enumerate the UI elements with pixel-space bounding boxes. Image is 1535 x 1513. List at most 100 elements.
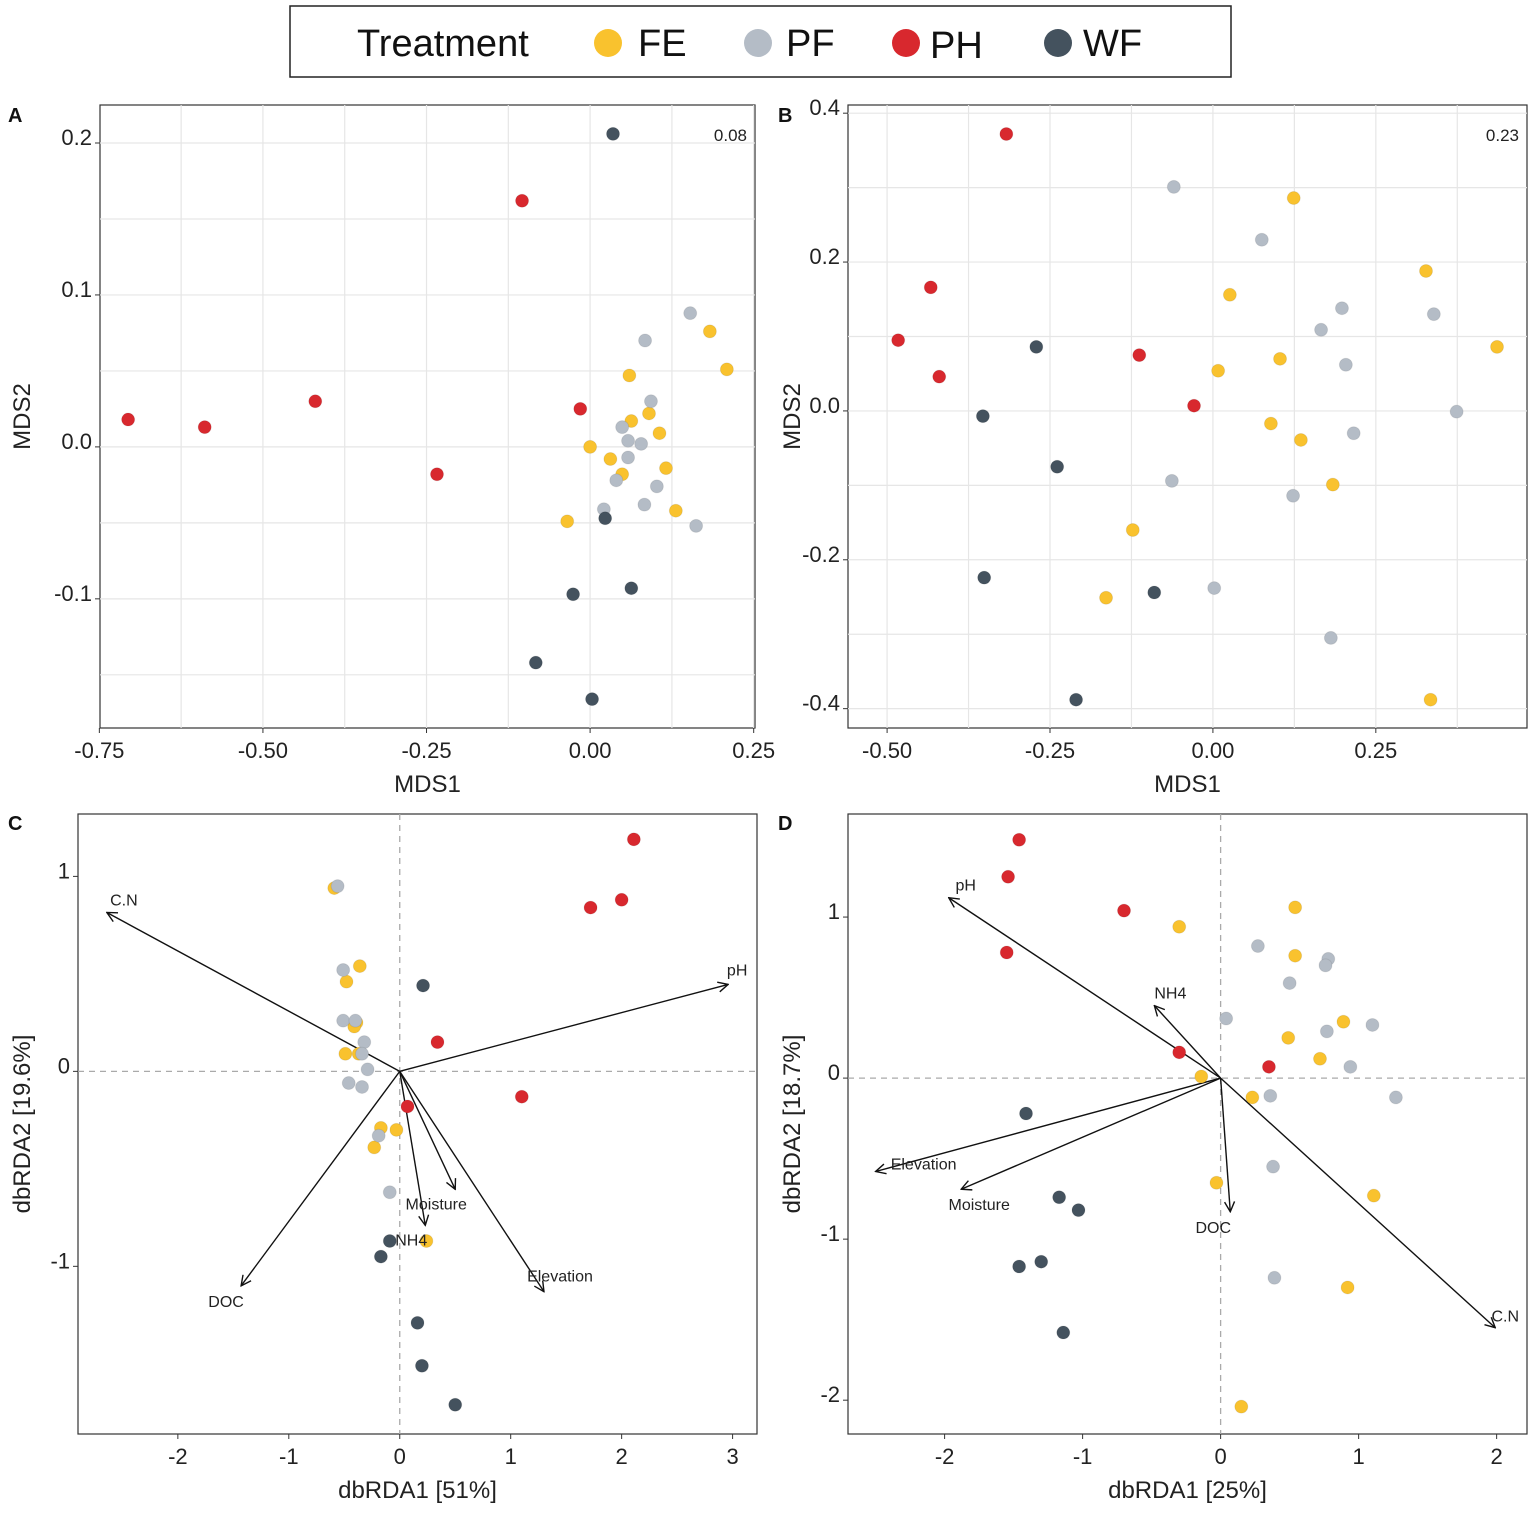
plot-area (847, 813, 1528, 1435)
point-pf (1365, 1017, 1380, 1032)
x-tick-label: 2 (1491, 1444, 1503, 1469)
panel-letter: B (778, 105, 792, 127)
point-wf (624, 581, 639, 596)
point-pf (382, 1185, 397, 1200)
legend-marker-wf (1044, 29, 1072, 57)
point-pf (1267, 1270, 1282, 1285)
point-fe (1312, 1051, 1327, 1066)
point-pf (1319, 1024, 1334, 1039)
point-fe (1281, 1030, 1296, 1045)
y-tick-label: -0.4 (802, 691, 840, 716)
y-tick-label: -2 (820, 1382, 840, 1407)
x-axis-title: MDS1 (1154, 771, 1221, 798)
y-tick-label: 0.4 (809, 95, 840, 120)
arrow-label: C.N (110, 892, 138, 909)
point-wf (1029, 339, 1044, 354)
point-pf (1346, 426, 1361, 441)
point-wf (1019, 1106, 1034, 1121)
point-fe (560, 514, 575, 529)
arrow-label: DOC (1196, 1220, 1232, 1237)
point-fe (1194, 1069, 1209, 1084)
y-axis-title: MDS2 (9, 383, 36, 450)
y-axis-title: MDS2 (779, 383, 806, 450)
point-fe (1172, 919, 1187, 934)
point-fe (1263, 416, 1278, 431)
point-fe (1286, 191, 1301, 206)
point-ph (999, 945, 1014, 960)
point-pf (621, 433, 636, 448)
x-tick-label: -0.75 (74, 738, 124, 763)
point-wf (373, 1249, 388, 1264)
biplot-arrow (399, 1070, 544, 1291)
point-wf (975, 409, 990, 424)
point-pf (643, 394, 658, 409)
legend-label-ph: PH (930, 25, 983, 67)
point-fe (1209, 1175, 1224, 1190)
point-ph (573, 401, 588, 416)
point-ph (308, 394, 323, 409)
y-tick-label: -1 (50, 1248, 70, 1273)
biplot-arrow (1220, 1077, 1496, 1328)
point-fe (419, 1233, 434, 1248)
legend-label-pf: PF (786, 23, 835, 65)
point-wf (977, 570, 992, 585)
arrow-label: NH4 (1154, 986, 1186, 1003)
point-fe (339, 974, 354, 989)
x-tick-label: 3 (726, 1444, 738, 1469)
point-pf (348, 1013, 363, 1028)
point-pf (336, 1013, 351, 1028)
x-tick-label: 0 (1214, 1444, 1226, 1469)
legend-title: Treatment (357, 23, 529, 65)
biplot-arrow (961, 1077, 1221, 1189)
stress-annotation: 0.08 (714, 126, 747, 145)
point-pf (615, 420, 630, 435)
y-axis-title: dbRDA2 [18.7%] (779, 1035, 806, 1214)
y-tick-label: 0.2 (61, 125, 92, 150)
point-wf (448, 1397, 463, 1412)
point-pf (1334, 301, 1349, 316)
point-fe (1273, 351, 1288, 366)
point-ph (429, 467, 444, 482)
point-ph (430, 1035, 445, 1050)
point-ph (514, 1089, 529, 1104)
point-fe (1288, 900, 1303, 915)
x-tick-label: -0.50 (238, 738, 288, 763)
legend-label-fe: FE (638, 23, 687, 65)
point-fe (1423, 692, 1438, 707)
x-axis-title: MDS1 (394, 771, 461, 798)
point-fe (668, 503, 683, 518)
y-tick-label: 1 (58, 858, 70, 883)
biplot-arrow (1219, 1078, 1231, 1212)
point-pf (1426, 307, 1441, 322)
point-pf (355, 1046, 370, 1061)
point-ph (626, 832, 641, 847)
point-pf (1314, 322, 1329, 337)
y-tick-label: -0.1 (54, 581, 92, 606)
point-fe (583, 439, 598, 454)
panel-d: -2 -1 0 1 2 1 0 -1 -2 dbRDA1 [25%] dbRDA2 [18.7%] D… (778, 813, 1528, 1504)
point-ph (614, 892, 629, 907)
point-fe (659, 461, 674, 476)
point-pf (689, 518, 704, 533)
point-pf (1219, 1011, 1234, 1026)
panel-letter: C (8, 813, 22, 835)
point-pf (371, 1128, 386, 1143)
point-pf (1338, 357, 1353, 372)
point-wf (1056, 1325, 1071, 1340)
point-wf (1147, 585, 1162, 600)
point-pf (341, 1076, 356, 1091)
point-fe (1293, 432, 1308, 447)
x-tick-label: 1 (1353, 1444, 1365, 1469)
point-fe (641, 406, 656, 421)
point-ph (583, 900, 598, 915)
arrow-label: C.N (1491, 1309, 1519, 1326)
point-pf (637, 497, 652, 512)
x-tick-label: 0.00 (1191, 738, 1234, 763)
point-pf (1266, 1159, 1281, 1174)
point-pf (1388, 1090, 1403, 1105)
x-axis-title: dbRDA1 [25%] (1108, 1477, 1267, 1504)
biplot-arrow (241, 1070, 401, 1285)
arrow-label: Moisture (948, 1197, 1009, 1214)
point-pf (357, 1035, 372, 1050)
